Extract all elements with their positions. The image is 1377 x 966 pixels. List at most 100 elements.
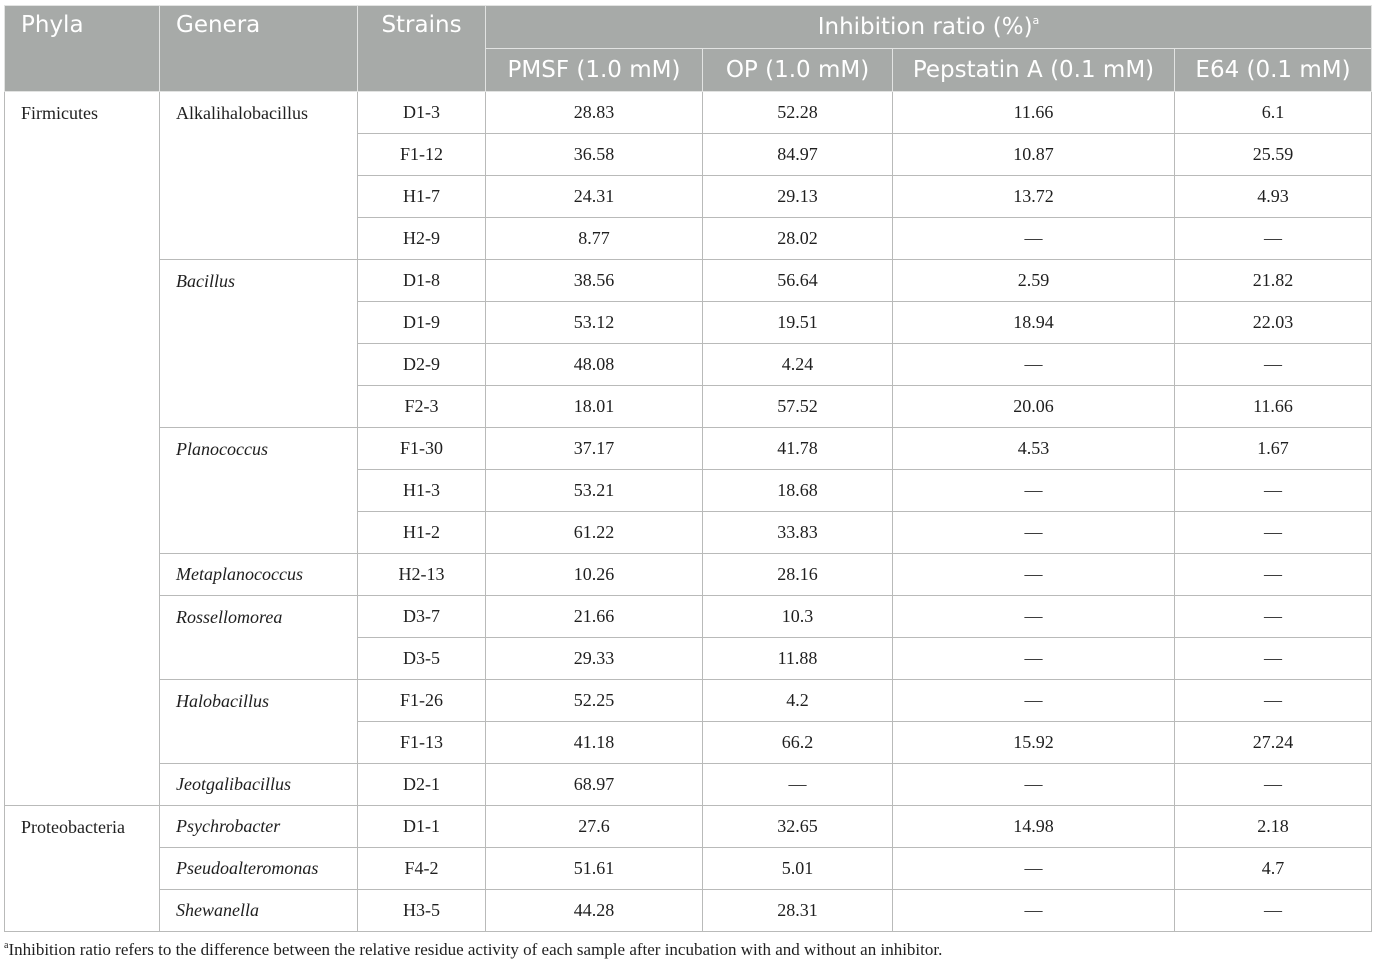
op-cell: 32.65 [702, 805, 893, 848]
strain-cell: H1-3 [357, 469, 486, 512]
phylum-cell: Firmicutes [4, 91, 160, 806]
strain-cell: D1-9 [357, 301, 486, 344]
pmsf-cell: 24.31 [485, 175, 703, 218]
table-row: Jeotgalibacillus D2-1 68.97 — — — [5, 763, 1373, 806]
pepstatin-cell: 18.94 [892, 301, 1175, 344]
pmsf-cell: 53.21 [485, 469, 703, 512]
pepstatin-cell: — [892, 553, 1175, 596]
pepstatin-cell: — [892, 469, 1175, 512]
pmsf-cell: 10.26 [485, 553, 703, 596]
genus-cell: Rossellomorea [159, 595, 358, 680]
pepstatin-cell: — [892, 637, 1175, 680]
pmsf-cell: 51.61 [485, 847, 703, 890]
inhibition-table: Phyla Genera Strains Inhibition ratio (%… [4, 5, 1373, 932]
table-row: Firmicutes Alkalihalobacillus D1-3 28.83… [4, 91, 1373, 806]
table-footnote: aInhibition ratio refers to the differen… [4, 940, 942, 960]
pmsf-cell: 52.25 [485, 679, 703, 722]
op-cell: — [702, 763, 893, 806]
header-pmsf: PMSF (1.0 mM) [485, 48, 703, 92]
op-cell: 5.01 [702, 847, 893, 890]
header-pepstatin: Pepstatin A (0.1 mM) [892, 48, 1175, 92]
e64-cell: — [1173, 553, 1373, 596]
op-cell: 66.2 [702, 721, 893, 764]
pepstatin-cell: — [892, 679, 1175, 722]
genus-cell: Psychrobacter [159, 805, 358, 848]
genus-cell: Pseudoalteromonas [159, 847, 358, 890]
strain-cell: D2-1 [357, 763, 486, 806]
e64-cell: 2.18 [1173, 805, 1373, 848]
genus-cell: Jeotgalibacillus [159, 763, 358, 806]
table-row: Planococcus F1-30 37.17 41.78 4.53 1.67 [5, 427, 1373, 554]
pmsf-cell: 48.08 [485, 343, 703, 386]
op-cell: 10.3 [702, 595, 893, 638]
pepstatin-cell: — [892, 217, 1175, 260]
e64-cell: 6.1 [1173, 91, 1373, 134]
e64-cell: 11.66 [1173, 385, 1373, 428]
pmsf-cell: 28.83 [485, 91, 703, 134]
pepstatin-cell: 11.66 [892, 91, 1175, 134]
strain-cell: H2-9 [357, 217, 486, 260]
table-row: F2-3 18.01 57.52 20.06 11.66 [5, 385, 1373, 428]
pepstatin-cell: — [892, 343, 1175, 386]
e64-cell: 4.93 [1173, 175, 1373, 218]
e64-cell: — [1173, 217, 1373, 260]
table-row: H2-9 8.77 28.02 — — [5, 217, 1373, 260]
pepstatin-cell: — [892, 889, 1175, 932]
header-inhibition-ratio: Inhibition ratio (%)a [484, 5, 1373, 49]
table-row: Rossellomorea D3-7 21.66 10.3 — — [5, 595, 1373, 680]
phylum-cell: Proteobacteria [4, 805, 160, 932]
op-cell: 84.97 [702, 133, 893, 176]
pmsf-cell: 41.18 [485, 721, 703, 764]
strain-cell: F1-26 [357, 679, 486, 722]
pmsf-cell: 29.33 [485, 637, 703, 680]
table-row: F1-12 36.58 84.97 10.87 25.59 [5, 133, 1373, 176]
strain-cell: D1-1 [357, 805, 486, 848]
e64-cell: — [1173, 637, 1373, 680]
table-row: D1-9 53.12 19.51 18.94 22.03 [5, 301, 1373, 344]
genus-cell: Planococcus [159, 427, 358, 554]
op-cell: 4.2 [702, 679, 893, 722]
e64-cell: — [1173, 343, 1373, 386]
op-cell: 56.64 [702, 259, 893, 302]
op-cell: 28.16 [702, 553, 893, 596]
e64-cell: 25.59 [1173, 133, 1373, 176]
pmsf-cell: 21.66 [485, 595, 703, 638]
genus-cell: Bacillus [159, 259, 358, 428]
e64-cell: — [1173, 679, 1373, 722]
pepstatin-cell: 10.87 [892, 133, 1175, 176]
header-op: OP (1.0 mM) [702, 48, 893, 92]
pmsf-cell: 38.56 [485, 259, 703, 302]
op-cell: 19.51 [702, 301, 893, 344]
pmsf-cell: 68.97 [485, 763, 703, 806]
e64-cell: 27.24 [1173, 721, 1373, 764]
header-genera: Genera [159, 5, 358, 92]
table-row: Proteobacteria Psychrobacter D1-1 27.6 3… [4, 805, 1373, 932]
e64-cell: 1.67 [1173, 427, 1373, 470]
pepstatin-cell: 20.06 [892, 385, 1175, 428]
strain-cell: D3-5 [357, 637, 486, 680]
op-cell: 28.31 [702, 889, 893, 932]
footnote-text: Inhibition ratio refers to the differenc… [8, 940, 943, 959]
genus-cell: Alkalihalobacillus [159, 91, 358, 260]
op-cell: 29.13 [702, 175, 893, 218]
strain-cell: F2-3 [357, 385, 486, 428]
strain-cell: F4-2 [357, 847, 486, 890]
table-row: Shewanella H3-5 44.28 28.31 — — [5, 889, 1373, 932]
strain-cell: F1-30 [357, 427, 486, 470]
pepstatin-cell: 15.92 [892, 721, 1175, 764]
pmsf-cell: 37.17 [485, 427, 703, 470]
pepstatin-cell: 13.72 [892, 175, 1175, 218]
pmsf-cell: 53.12 [485, 301, 703, 344]
op-cell: 52.28 [702, 91, 893, 134]
strain-cell: F1-12 [357, 133, 486, 176]
table-row: Bacillus D1-8 38.56 56.64 2.59 21.82 [5, 259, 1373, 428]
pmsf-cell: 61.22 [485, 511, 703, 554]
strain-cell: D3-7 [357, 595, 486, 638]
e64-cell: 22.03 [1173, 301, 1373, 344]
genus-cell: Halobacillus [159, 679, 358, 764]
table-row: F1-13 41.18 66.2 15.92 27.24 [5, 721, 1373, 764]
pepstatin-cell: — [892, 847, 1175, 890]
op-cell: 41.78 [702, 427, 893, 470]
strain-cell: H1-7 [357, 175, 486, 218]
e64-cell: — [1173, 889, 1373, 932]
